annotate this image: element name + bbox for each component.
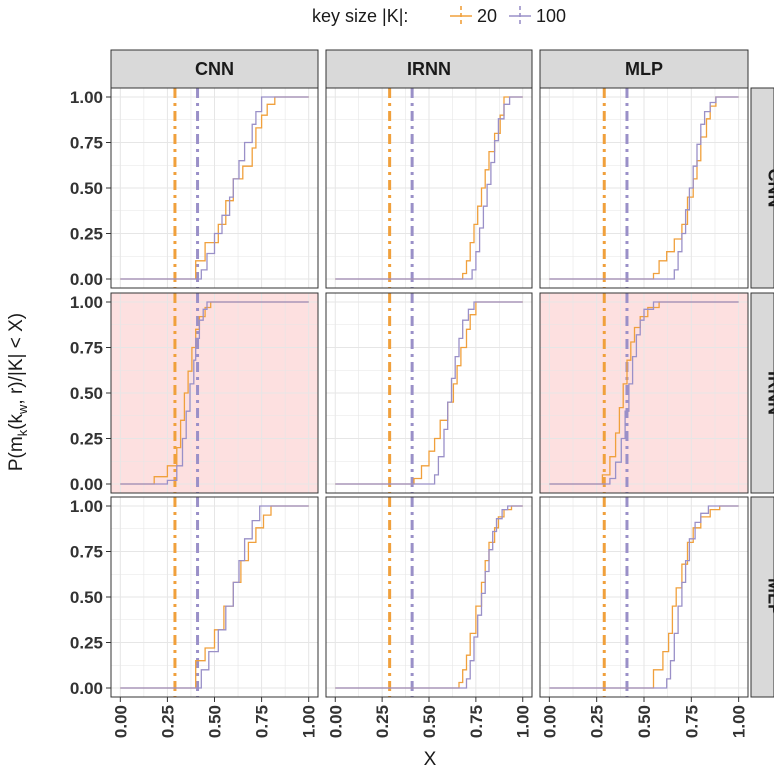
row-strip-label-cnn: CNN: [765, 169, 774, 208]
x-axis-title: X: [424, 749, 437, 770]
row-strip-mlp: [750, 496, 774, 698]
series-line-20: [335, 96, 523, 280]
y-tick-label: 0.00: [70, 679, 103, 698]
col-strip-label-cnn: CNN: [195, 59, 234, 79]
row-strip-label-mlp: MLP: [765, 578, 774, 616]
legend-title: key size |K|:: [312, 6, 408, 26]
legend-label-100: 100: [536, 6, 566, 26]
panel-mlp-irnn: [325, 496, 533, 698]
y-tick-label: 0.00: [70, 475, 103, 494]
x-tick-label: 0.25: [373, 705, 392, 738]
x-tick-label: 0.00: [326, 705, 345, 738]
y-tick-label: 0.50: [70, 179, 103, 198]
y-axis-title: P(mk(kw, r)/|K| < X): [6, 313, 30, 471]
series-line-100: [335, 96, 523, 280]
series-line-20: [549, 96, 739, 280]
panel-irnn-cnn: [110, 292, 319, 494]
y-tick-label: 0.75: [70, 543, 103, 562]
panel-irnn-mlp: [539, 292, 749, 494]
series-line-100: [549, 505, 739, 689]
panel-mlp-cnn: [110, 496, 319, 698]
x-tick-label: 0.00: [111, 705, 130, 738]
x-tick-label: 0.25: [588, 705, 607, 738]
y-tick-label: 0.50: [70, 384, 103, 403]
x-tick-label: 0.75: [253, 705, 272, 738]
x-tick-label: 0.75: [682, 705, 701, 738]
x-tick-label: 1.00: [514, 705, 533, 738]
x-tick-label: 1.00: [300, 705, 319, 738]
series-line-100: [120, 96, 309, 280]
panel-mlp-mlp: [539, 496, 749, 698]
y-tick-label: 0.00: [70, 270, 103, 289]
legend-key-20: 20: [450, 6, 497, 26]
y-tick-label: 0.75: [70, 339, 103, 358]
series-line-20: [120, 301, 309, 485]
y-tick-label: 0.25: [70, 225, 103, 244]
series-line-100: [549, 301, 739, 485]
panel-border: [539, 292, 749, 494]
series-line-20: [549, 505, 739, 689]
x-tick-label: 0.75: [467, 705, 486, 738]
panel-border: [325, 292, 533, 494]
series-line-100: [335, 301, 523, 485]
panel-cnn-mlp: [539, 87, 749, 289]
y-tick-label: 0.25: [70, 634, 103, 653]
y-tick-label: 1.00: [70, 293, 103, 312]
row-strip-label-irnn: IRNN: [765, 371, 774, 415]
series-line-20: [335, 505, 523, 689]
legend-label-20: 20: [477, 6, 497, 26]
col-strip-label-mlp: MLP: [625, 59, 663, 79]
y-title-sub1: k: [15, 429, 30, 436]
x-tick-label: 0.25: [158, 705, 177, 738]
x-tick-label: 0.50: [206, 705, 225, 738]
x-tick-label: 1.00: [730, 705, 749, 738]
y-tick-label: 0.75: [70, 134, 103, 153]
x-tick-label: 0.00: [540, 705, 559, 738]
series-line-100: [335, 505, 523, 689]
series-line-100: [120, 505, 309, 689]
y-title-prefix: P(m: [6, 436, 27, 471]
col-strip-irnn: [325, 49, 533, 89]
row-strip-cnn: [750, 87, 774, 289]
y-tick-label: 1.00: [70, 88, 103, 107]
series-line-20: [549, 301, 739, 485]
panel-irnn-irnn: [325, 292, 533, 494]
y-tick-label: 0.25: [70, 430, 103, 449]
panel-cnn-irnn: [325, 87, 533, 289]
x-tick-label: 0.50: [420, 705, 439, 738]
legend-key-100: 100: [509, 6, 566, 26]
series-line-20: [120, 96, 309, 280]
panel-cnn-cnn: [110, 87, 319, 289]
y-title-mid: (: [6, 423, 27, 430]
row-strip-irnn: [750, 292, 774, 494]
legend: key size |K|: 20 100: [312, 6, 566, 26]
x-tick-label: 0.50: [635, 705, 654, 738]
y-title-sub2: w: [15, 404, 30, 415]
series-line-100: [549, 96, 739, 280]
y-title-suffix: , r)/|K| < X): [6, 313, 27, 405]
y-tick-label: 0.50: [70, 588, 103, 607]
col-strip-mlp: [539, 49, 749, 89]
y-tick-label: 1.00: [70, 497, 103, 516]
series-line-100: [120, 301, 309, 485]
col-strip-cnn: [110, 49, 319, 89]
y-title-k2: k: [6, 413, 27, 423]
col-strip-label-irnn: IRNN: [407, 59, 451, 79]
